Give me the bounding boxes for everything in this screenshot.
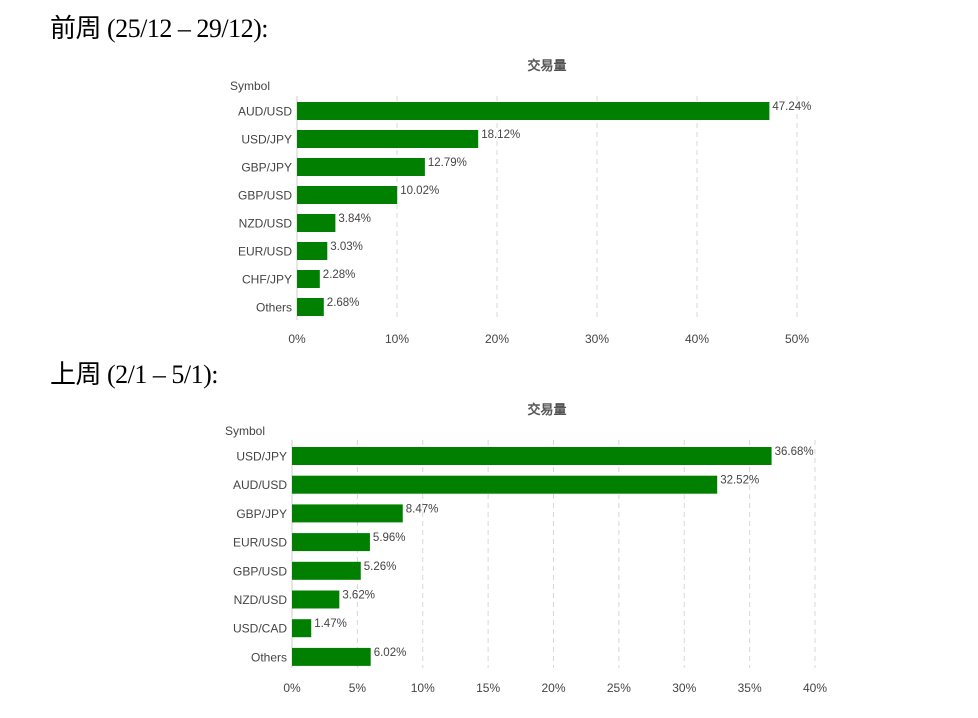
bar: [297, 270, 320, 288]
data-label: 8.47%: [406, 503, 439, 515]
category-label: USD/JPY: [236, 450, 287, 464]
bar: [292, 647, 371, 666]
category-label: USD/CAD: [233, 622, 287, 636]
x-tick-label: 30%: [585, 332, 609, 346]
category-label: GBP/JPY: [236, 507, 287, 521]
bar: [297, 158, 425, 176]
data-label: 5.26%: [364, 561, 397, 573]
category-label: Others: [251, 650, 287, 664]
x-tick-label: 40%: [803, 681, 827, 695]
prev-week-volume-chart: 0% 10% 20% 30% 40% 50% 交易量 Symbol AUD/USD 47.24% U…: [230, 58, 811, 346]
data-label: 47.24%: [772, 101, 811, 113]
data-label: 32.52%: [720, 475, 759, 487]
category-label: AUD/USD: [233, 478, 287, 492]
category-label: NZD/USD: [239, 217, 293, 231]
x-tick-label: 50%: [785, 332, 809, 346]
x-tick-label: 40%: [685, 332, 709, 346]
x-tick-label: 20%: [541, 681, 565, 695]
bar: [292, 533, 370, 552]
data-label: 2.68%: [327, 297, 360, 309]
category-label: GBP/USD: [233, 564, 287, 578]
data-label: 5.96%: [373, 532, 406, 544]
data-label: 10.02%: [400, 185, 439, 197]
data-label: 6.02%: [374, 647, 407, 659]
x-tick-label: 10%: [411, 681, 435, 695]
data-label: 3.84%: [338, 213, 371, 225]
category-label: CHF/JPY: [242, 273, 292, 287]
data-label: 2.28%: [323, 269, 356, 281]
bar: [292, 504, 403, 523]
data-label: 18.12%: [481, 129, 520, 141]
x-tick-label: 0%: [283, 681, 301, 695]
bar: [297, 242, 328, 260]
category-label: USD/JPY: [241, 133, 292, 147]
prev-week-heading: 前周 (25/12 – 29/12):: [50, 14, 269, 43]
data-label: 3.03%: [330, 241, 363, 253]
x-tick-label: 35%: [738, 681, 762, 695]
data-label: 1.47%: [314, 618, 347, 630]
y-axis-title: Symbol: [230, 79, 270, 93]
bar: [292, 447, 772, 465]
category-label: EUR/USD: [233, 536, 287, 550]
bar: [297, 214, 336, 232]
category-label: Others: [256, 301, 292, 315]
category-label: EUR/USD: [238, 245, 292, 259]
bar: [292, 475, 718, 494]
x-tick-label: 10%: [385, 332, 409, 346]
data-label: 3.62%: [342, 590, 375, 602]
bar: [297, 102, 770, 120]
category-label: AUD/USD: [238, 105, 292, 119]
category-label: NZD/USD: [234, 593, 288, 607]
x-tick-label: 25%: [607, 681, 631, 695]
chart-title: 交易量: [527, 58, 566, 73]
bar: [292, 619, 312, 638]
y-axis-title: Symbol: [225, 424, 265, 438]
x-tick-label: 30%: [672, 681, 696, 695]
bar: [297, 298, 324, 316]
x-tick-label: 5%: [349, 681, 367, 695]
data-label: 12.79%: [428, 157, 467, 169]
category-label: GBP/USD: [238, 189, 292, 203]
bar: [292, 561, 361, 580]
bar: [297, 186, 398, 204]
last-week-volume-chart: 0% 5% 10% 15% 20% 25% 30% 35% 40% 交易量 Symbol USD/JP…: [225, 402, 827, 695]
x-tick-label: 20%: [485, 332, 509, 346]
chart-title: 交易量: [527, 402, 566, 417]
x-tick-label: 0%: [288, 332, 306, 346]
category-label: GBP/JPY: [241, 161, 292, 175]
bar: [292, 590, 340, 609]
bar: [297, 130, 479, 148]
x-tick-label: 15%: [476, 681, 500, 695]
data-label: 36.68%: [775, 446, 814, 458]
last-week-heading: 上周 (2/1 – 5/1):: [50, 360, 219, 389]
